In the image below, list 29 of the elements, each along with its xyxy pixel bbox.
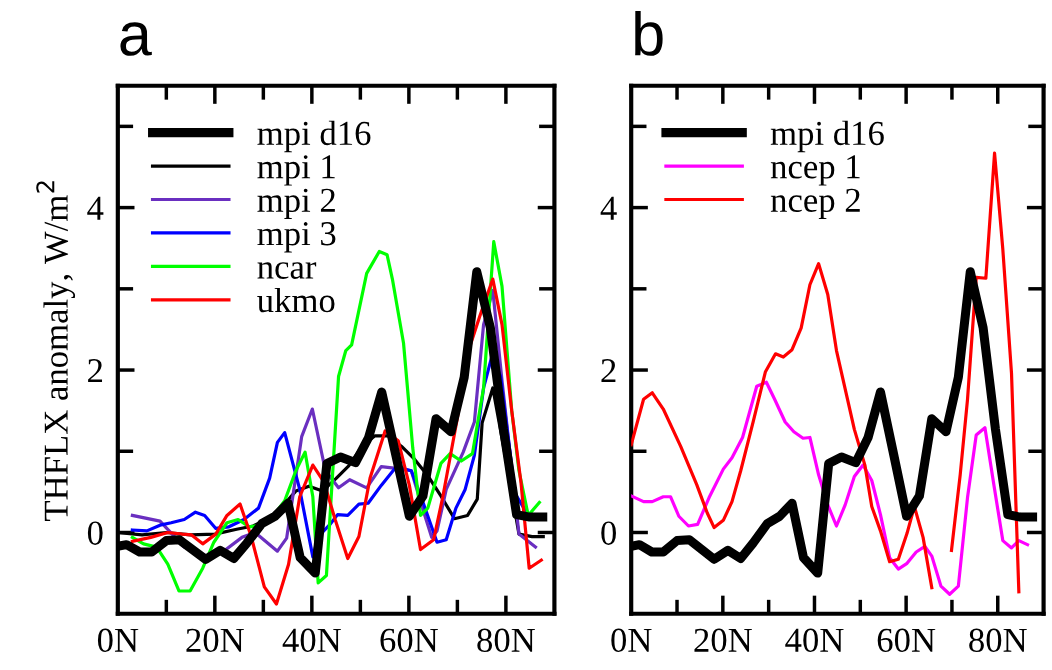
x-tick-label: 60N <box>380 628 438 653</box>
x-tick-label: 0N <box>611 628 652 653</box>
line-series <box>631 380 1030 596</box>
x-tick-label: 80N <box>969 628 1027 653</box>
x-tick-label: 40N <box>785 628 844 653</box>
x-tick-label: 80N <box>477 628 535 653</box>
legend-label: ncep 1 <box>770 155 860 186</box>
x-tick-label: 40N <box>282 628 341 653</box>
legend-label: mpi 3 <box>257 222 336 253</box>
x-tick-label: 60N <box>877 628 936 653</box>
legend-label: mpi d16 <box>257 120 371 153</box>
y-tick-label: 4 <box>87 196 104 220</box>
y-tick-label: 2 <box>88 359 103 383</box>
y-tick-label: 0 <box>87 521 103 545</box>
chart-title: b <box>635 10 663 56</box>
legend-label: mpi 1 <box>257 155 335 186</box>
chart-title: a <box>120 22 152 56</box>
legend-label: mpi d16 <box>770 120 884 153</box>
y-axis-title: THFLX anomaly, W/m$^{2}$ <box>36 181 76 521</box>
legend-label: ukmo <box>257 287 335 313</box>
x-tick-label: 0N <box>97 628 139 653</box>
x-tick-label: 20N <box>694 628 752 653</box>
x-tick-label: 20N <box>186 628 244 653</box>
y-tick-label: 4 <box>600 196 617 220</box>
legend-label: ncar <box>257 262 317 279</box>
y-tick-label: 0 <box>601 521 616 545</box>
y-tick-label: 2 <box>601 359 616 383</box>
legend-label: mpi 2 <box>257 188 335 220</box>
legend-label: ncep 2 <box>770 188 860 220</box>
